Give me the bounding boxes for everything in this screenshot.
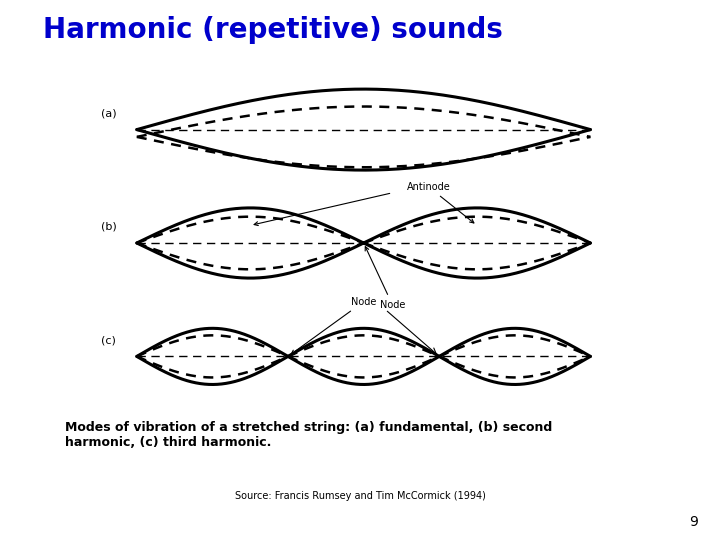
Text: (b): (b): [101, 222, 117, 232]
Text: (c): (c): [101, 335, 116, 345]
Text: (a): (a): [101, 109, 117, 118]
Text: Source: Francis Rumsey and Tim McCormick (1994): Source: Francis Rumsey and Tim McCormick…: [235, 491, 485, 502]
Text: Node: Node: [365, 247, 405, 310]
Text: Antinode: Antinode: [407, 181, 474, 223]
Text: Node: Node: [292, 296, 377, 354]
Text: Harmonic (repetitive) sounds: Harmonic (repetitive) sounds: [43, 16, 503, 44]
Text: 9: 9: [690, 515, 698, 529]
Text: Modes of vibration of a stretched string: (a) fundamental, (b) second
harmonic, : Modes of vibration of a stretched string…: [65, 421, 552, 449]
